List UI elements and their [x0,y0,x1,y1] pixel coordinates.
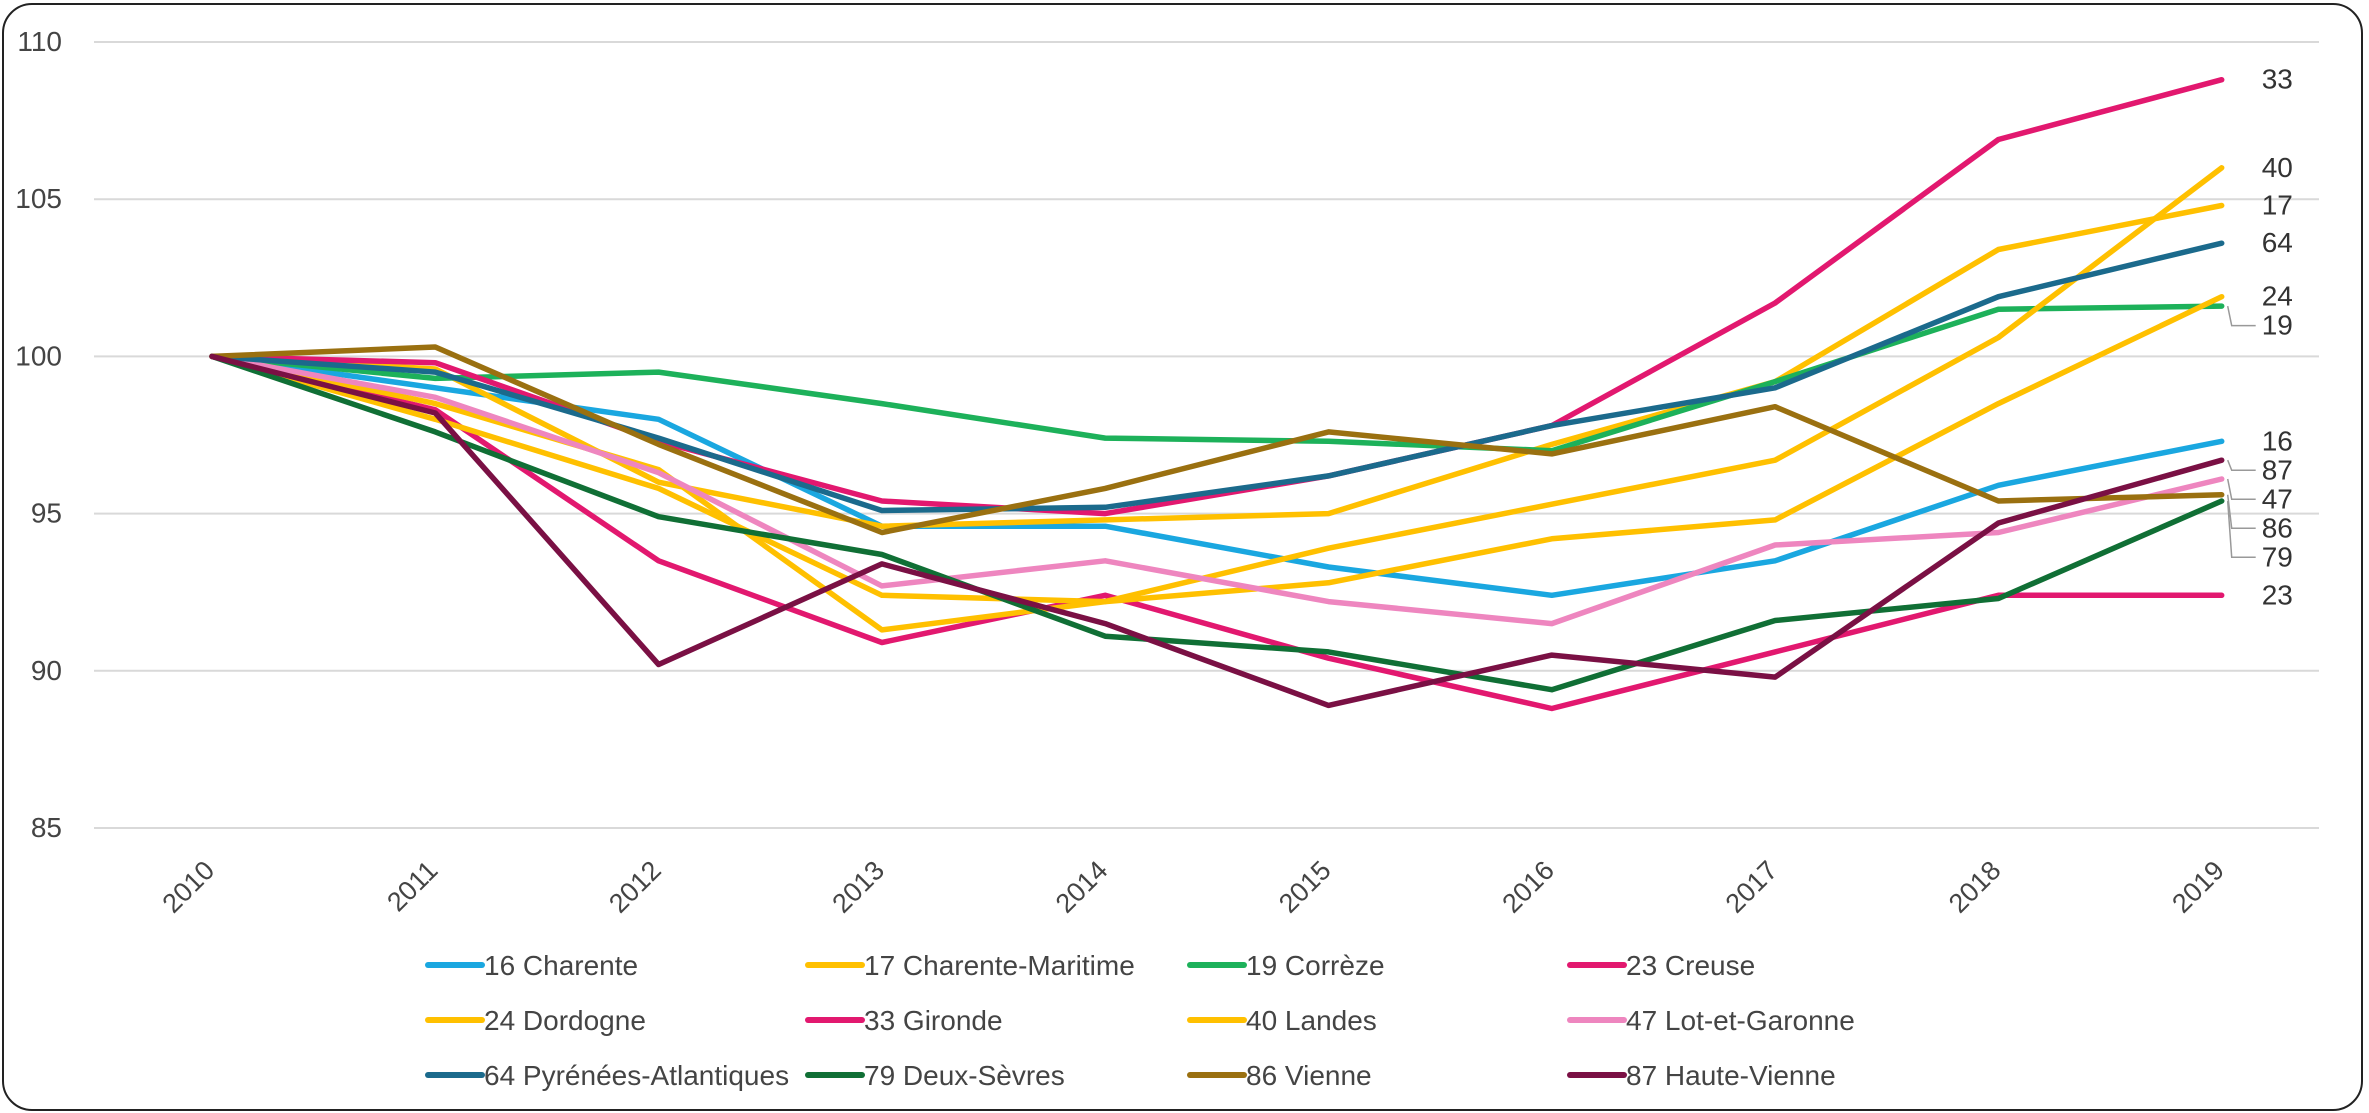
legend-label: 79 Deux-Sèvres [864,1060,1065,1091]
legend-item-24-dordogne: 24 Dordogne [425,1005,646,1036]
y-axis-tick-labels: 85 90 95 100 105 110 [15,26,62,843]
gridlines [94,41,2319,829]
end-label-leaders [2226,305,2256,559]
series-line-33-gironde [209,76,2225,517]
legend-item-17-charente-maritime: 17 Charente-Maritime [805,950,1135,981]
legend-item-87-haute-vienne: 87 Haute-Vienne [1567,1060,1836,1091]
series-line-86-vienne [209,344,2225,536]
legend-item-16-charente: 16 Charente [425,950,638,981]
line-chart: 85 90 95 100 105 110 2010 2011 2012 2013 2014 2015… [15,26,2319,1091]
legend-label: 19 Corrèze [1246,950,1385,981]
legend-label: 33 Gironde [864,1005,1003,1036]
legend-label: 47 Lot-et-Garonne [1626,1005,1855,1036]
series-line-47-lot-et-garonne [209,353,2225,627]
series-line-64-pyrenees-atlantiques [209,240,2225,514]
series-line-19-correze [209,303,2225,454]
end-label-16: 16 [2262,425,2293,456]
x-tick-label-2014: 2014 [1050,855,1114,919]
legend-item-40-landes: 40 Landes [1187,1005,1377,1036]
legend-label: 23 Creuse [1626,950,1755,981]
series-line-79-deux-sevres [209,353,2225,693]
end-label-86: 86 [2262,512,2293,543]
x-axis-tick-labels: 2010 2011 2012 2013 2014 2015 2016 2017 2018 2019 [157,855,2230,919]
y-tick-label-100: 100 [15,340,62,371]
x-tick-label-2010: 2010 [157,855,221,919]
end-label-leader-87 [2227,459,2256,472]
series-line-23-creuse [209,353,2225,712]
x-tick-label-2019: 2019 [2166,855,2230,919]
end-label-47: 47 [2262,483,2293,514]
x-tick-label-2013: 2013 [826,855,890,919]
legend-label: 64 Pyrénées-Atlantiques [484,1060,789,1091]
legend-item-79-deux-sevres: 79 Deux-Sèvres [805,1060,1065,1091]
end-label-17: 17 [2262,189,2293,220]
y-tick-label-95: 95 [31,498,62,529]
x-tick-label-2016: 2016 [1496,855,1560,919]
x-tick-label-2015: 2015 [1273,855,1337,919]
legend-label: 16 Charente [484,950,638,981]
series-line-17-charente-maritime [209,202,2225,529]
legend-item-33-gironde: 33 Gironde [805,1005,1003,1036]
end-label-23: 23 [2262,579,2293,610]
legend: 16 Charente 17 Charente-Maritime 19 Corrèz… [425,950,1855,1091]
end-label-87: 87 [2262,454,2293,485]
legend-label: 87 Haute-Vienne [1626,1060,1836,1091]
end-label-79: 79 [2262,541,2293,572]
end-label-40: 40 [2262,152,2293,183]
end-label-leader-47 [2226,478,2256,501]
x-tick-label-2018: 2018 [1943,855,2007,919]
series-line-24-dordogne [209,293,2225,605]
legend-item-47-lot-et-garonne: 47 Lot-et-Garonne [1567,1005,1855,1036]
legend-item-86-vienne: 86 Vienne [1187,1060,1372,1091]
legend-label: 17 Charente-Maritime [864,950,1135,981]
x-tick-label-2012: 2012 [603,855,667,919]
x-tick-label-2011: 2011 [381,855,443,917]
series-lines [209,76,2225,712]
y-tick-label-110: 110 [17,26,62,57]
y-tick-label-105: 105 [15,183,62,214]
x-tick-label-2017: 2017 [1720,855,1784,919]
legend-item-23-creuse: 23 Creuse [1567,950,1755,981]
y-tick-label-85: 85 [31,812,62,843]
end-label-64: 64 [2262,227,2293,258]
legend-label: 40 Landes [1246,1005,1377,1036]
legend-item-19-correze: 19 Corrèze [1187,950,1385,981]
chart-frame: 85 90 95 100 105 110 2010 2011 2012 2013 2014 2015… [2,3,2363,1111]
end-label-33: 33 [2262,64,2293,95]
legend-label: 24 Dordogne [484,1005,646,1036]
end-label-24: 24 [2262,281,2293,312]
end-label-leader-19 [2226,305,2256,327]
end-label-19: 19 [2262,310,2293,341]
end-label-leader-86 [2226,494,2256,530]
legend-label: 86 Vienne [1246,1060,1372,1091]
y-tick-label-90: 90 [31,655,62,686]
series-line-87-haute-vienne [209,353,2225,709]
end-label-leader-79 [2226,500,2256,559]
legend-item-64-pyrenees-atlantiques: 64 Pyrénées-Atlantiques [425,1060,789,1091]
